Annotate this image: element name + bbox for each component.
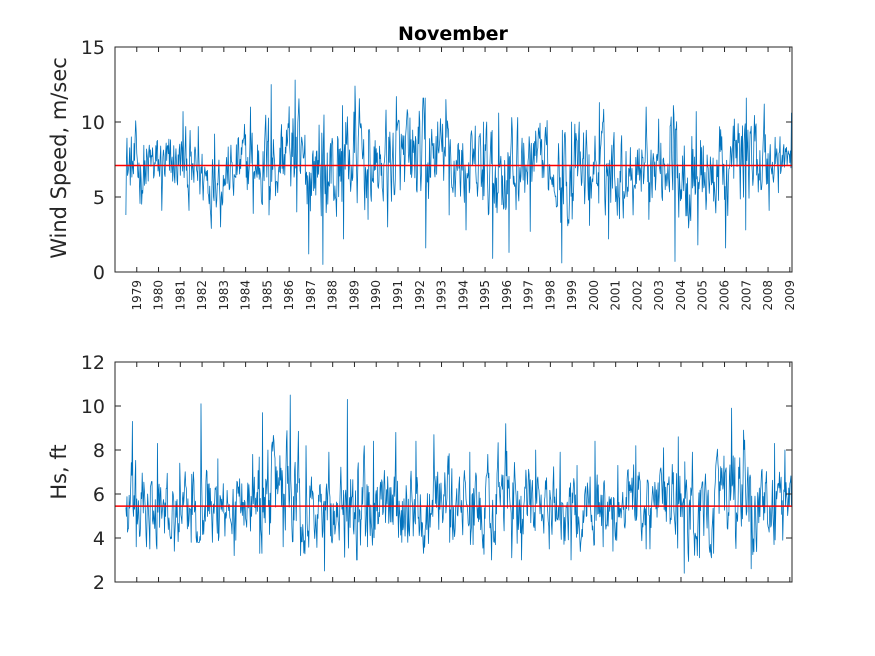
xtick-label: 1991 bbox=[391, 280, 405, 311]
wave-height-series-group bbox=[125, 394, 793, 574]
xtick-label: 1988 bbox=[326, 280, 340, 311]
wind-speed-series-group bbox=[125, 79, 793, 265]
xtick-label: 1994 bbox=[456, 280, 470, 311]
ytick-label: 2 bbox=[93, 572, 105, 594]
xtick-label: 1999 bbox=[565, 280, 579, 311]
wind-speed-ylabel: Wind Speed, m/sec bbox=[47, 57, 71, 259]
ytick-label: 5 bbox=[93, 187, 105, 209]
xtick-label: 1982 bbox=[195, 280, 209, 311]
series-line bbox=[125, 394, 793, 574]
ytick-label: 8 bbox=[93, 440, 105, 462]
xtick-label: 1979 bbox=[130, 280, 144, 311]
ytick-label: 12 bbox=[81, 352, 105, 374]
chart-title: November bbox=[398, 23, 509, 45]
xtick-label: 1986 bbox=[282, 280, 296, 311]
wind-speed-yticks: 0 5 10 15 bbox=[81, 37, 792, 284]
xtick-label: 1992 bbox=[413, 280, 427, 311]
wind-speed-xticks: 1979 1980 1981 1982 1983 1984 1985 1986 1987 1988… bbox=[130, 47, 797, 311]
ytick-label: 0 bbox=[93, 262, 105, 284]
xtick-label: 1995 bbox=[478, 280, 492, 311]
xtick-label: 2009 bbox=[783, 280, 797, 311]
xtick-label: 1980 bbox=[152, 280, 166, 311]
ytick-label: 4 bbox=[93, 528, 105, 550]
xtick-label: 1985 bbox=[260, 280, 274, 311]
wave-height-yticks: 2 4 6 8 10 12 bbox=[81, 352, 792, 594]
xtick-label: 2008 bbox=[761, 280, 775, 311]
series-line bbox=[125, 79, 793, 265]
ytick-label: 10 bbox=[81, 396, 105, 418]
xtick-label: 2005 bbox=[696, 280, 710, 311]
xtick-label: 1996 bbox=[500, 280, 514, 311]
xtick-label: 2004 bbox=[674, 280, 688, 311]
ytick-label: 10 bbox=[81, 112, 105, 134]
xtick-label: 1997 bbox=[522, 280, 536, 311]
wave-height-axes-box bbox=[114, 361, 793, 583]
ytick-label: 15 bbox=[81, 37, 105, 59]
xtick-label: 1983 bbox=[217, 280, 231, 311]
ytick-label: 6 bbox=[93, 484, 105, 506]
wind-speed-axes-box bbox=[114, 46, 793, 273]
xtick-label: 2007 bbox=[739, 280, 753, 311]
xtick-label: 1989 bbox=[347, 280, 361, 311]
xtick-label: 1981 bbox=[173, 280, 187, 311]
wave-height-ylabel: Hs, ft bbox=[47, 444, 71, 499]
xtick-label: 2001 bbox=[609, 280, 623, 311]
xtick-label: 2006 bbox=[718, 280, 732, 311]
xtick-label: 2003 bbox=[652, 280, 666, 311]
xtick-label: 1987 bbox=[304, 280, 318, 311]
xtick-label: 2000 bbox=[587, 280, 601, 311]
xtick-label: 1993 bbox=[435, 280, 449, 311]
xtick-label: 1984 bbox=[239, 280, 253, 311]
xtick-label: 2002 bbox=[630, 280, 644, 311]
xtick-label: 1990 bbox=[369, 280, 383, 311]
wave-height-plot: Hs, ft 2 4 6 8 10 12 798081828384858687888990… bbox=[47, 352, 793, 594]
wave-height-xticks: 7980818283848586878889909192939495969798… bbox=[136, 362, 791, 582]
xtick-label: 1998 bbox=[543, 280, 557, 311]
